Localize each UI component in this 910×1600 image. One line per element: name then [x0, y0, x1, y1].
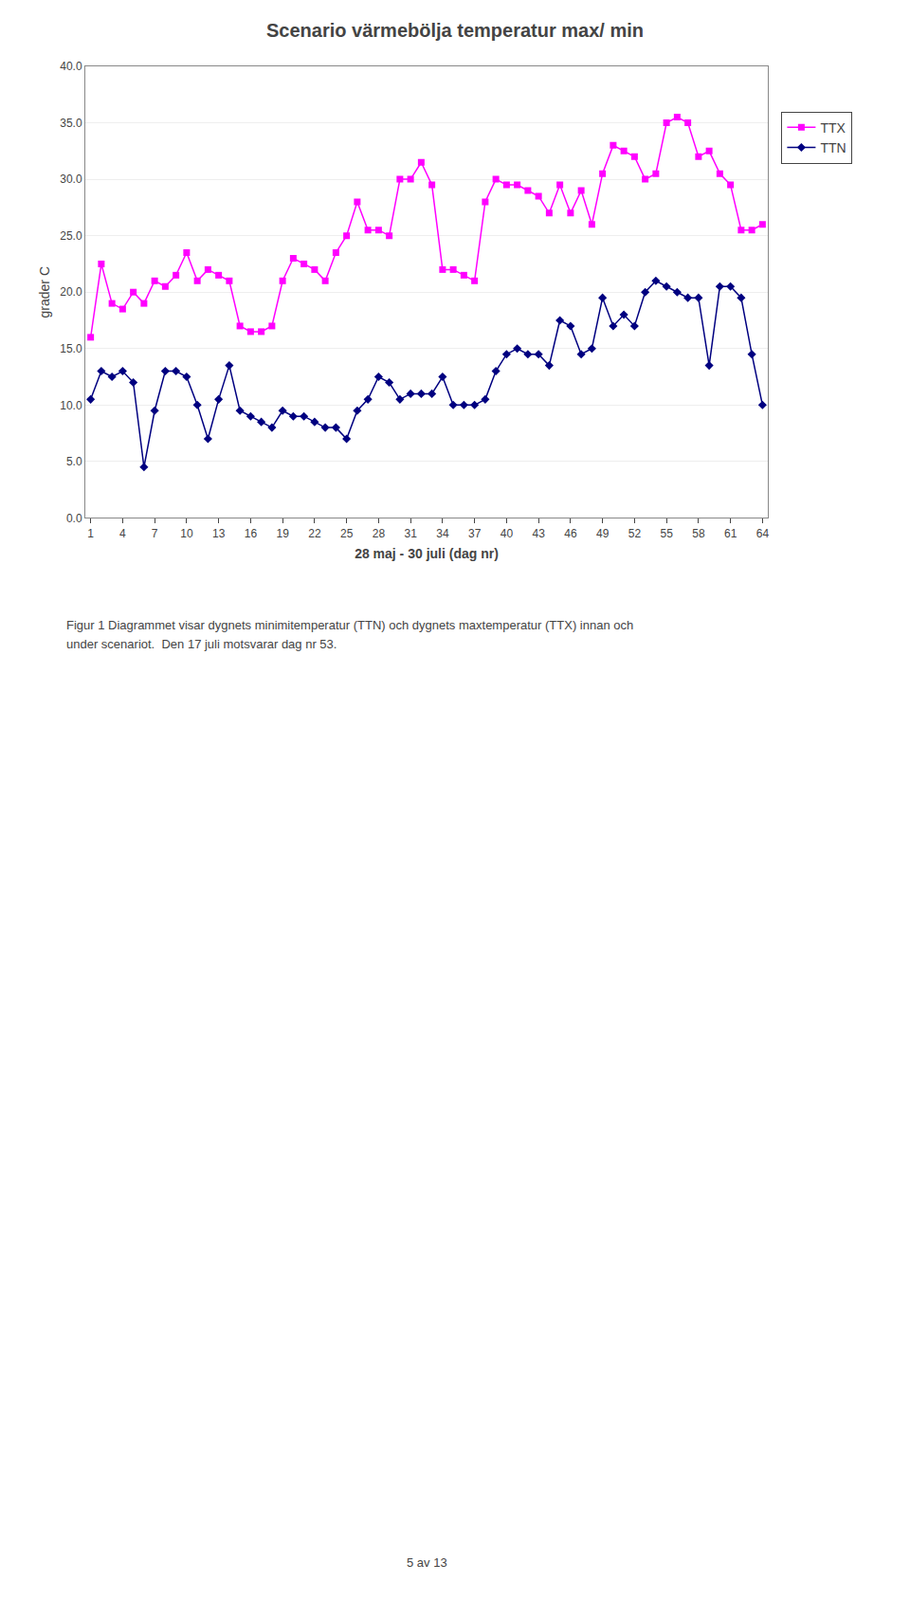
svg-text:49: 49: [596, 527, 610, 541]
svg-text:10.0: 10.0: [59, 399, 83, 413]
svg-text:25: 25: [340, 527, 354, 541]
svg-text:TTX: TTX: [819, 120, 846, 136]
svg-text:46: 46: [564, 527, 578, 541]
svg-text:31: 31: [403, 527, 418, 541]
svg-text:34: 34: [436, 527, 450, 541]
svg-text:4: 4: [119, 527, 127, 541]
svg-text:Scenario värmebölja temperatur: Scenario värmebölja temperatur max/ min: [266, 19, 644, 41]
svg-text:7: 7: [151, 527, 159, 541]
svg-text:Figur 1 Diagrammet visar dygne: Figur 1 Diagrammet visar dygnets minimit…: [66, 618, 634, 633]
svg-text:40: 40: [500, 527, 514, 541]
svg-text:35.0: 35.0: [59, 116, 83, 130]
svg-text:10: 10: [180, 527, 194, 541]
svg-text:1: 1: [87, 527, 94, 541]
svg-text:under scenariot. Den 17 juli: under scenariot. Den 17 juli motsvarar d…: [66, 637, 337, 652]
svg-text:16: 16: [244, 527, 258, 541]
svg-text:58: 58: [691, 527, 706, 541]
svg-text:52: 52: [628, 527, 642, 541]
svg-text:15.0: 15.0: [59, 342, 83, 356]
svg-text:22: 22: [308, 527, 322, 541]
svg-text:5 av 13: 5 av 13: [406, 1555, 448, 1570]
svg-text:55: 55: [659, 527, 674, 541]
svg-text:43: 43: [531, 527, 546, 541]
svg-text:20.0: 20.0: [59, 285, 83, 299]
svg-text:28: 28: [372, 527, 386, 541]
svg-text:TTN: TTN: [819, 140, 846, 156]
svg-text:61: 61: [724, 527, 738, 541]
svg-text:0.0: 0.0: [66, 511, 83, 526]
svg-text:5.0: 5.0: [66, 455, 83, 469]
svg-text:19: 19: [275, 527, 290, 541]
svg-text:13: 13: [212, 527, 226, 541]
svg-text:37: 37: [468, 527, 482, 541]
svg-text:grader C: grader C: [36, 266, 53, 318]
svg-text:28 maj - 30 juli (dag nr): 28 maj - 30 juli (dag nr): [354, 546, 499, 562]
svg-text:40.0: 40.0: [59, 59, 83, 73]
svg-text:25.0: 25.0: [59, 229, 83, 243]
svg-text:64: 64: [756, 527, 770, 541]
svg-text:30.0: 30.0: [59, 172, 83, 186]
